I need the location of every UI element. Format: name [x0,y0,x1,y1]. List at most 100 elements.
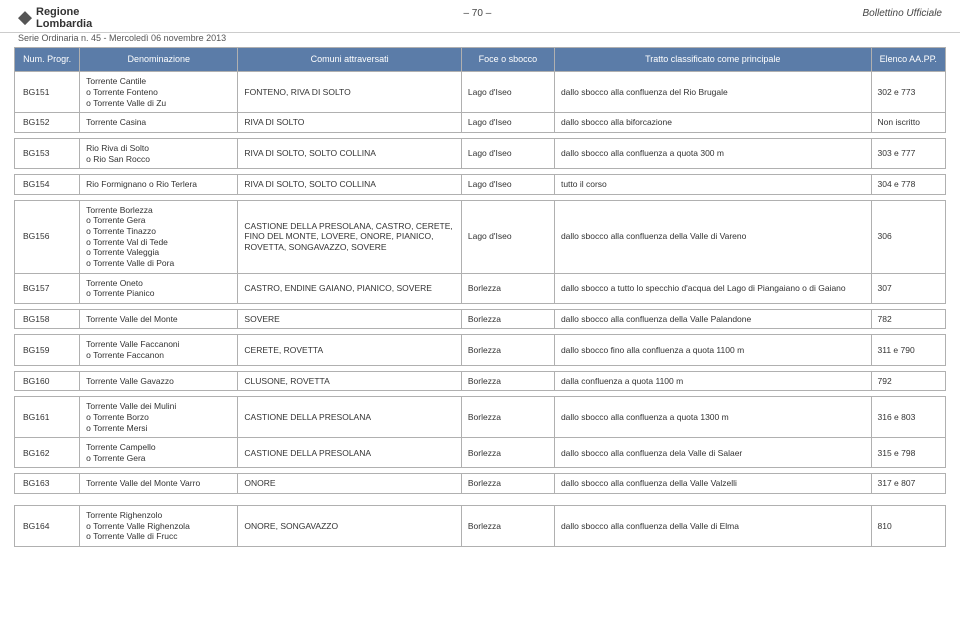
header-left: Regione Lombardia [18,6,92,30]
logo-icon [18,11,32,25]
page-number: – 70 – [463,6,491,19]
cell-num: BG151 [15,72,80,113]
cell-foce: Borlezza [461,506,554,547]
cell-denom: Torrente Valle Gavazzo [80,371,238,391]
cell-elenco: 307 [871,273,946,303]
cell-comuni: RIVA DI SOLTO, SOLTO COLLINA [238,175,461,195]
cell-elenco: 792 [871,371,946,391]
cell-denom: Torrente Cantileo Torrente Fontenoo Torr… [80,72,238,113]
cell-comuni: CASTIONE DELLA PRESOLANA [238,438,461,468]
col-header-denom: Denominazione [80,48,238,72]
cell-comuni: ONORE, SONGAVAZZO [238,506,461,547]
cell-denom: Rio Riva di Soltoo Rio San Rocco [80,138,238,168]
table-row: BG152Torrente CasinaRIVA DI SOLTOLago d'… [15,113,946,133]
cell-num: BG161 [15,397,80,438]
cell-tratto: dallo sbocco alla confluenza del Rio Bru… [554,72,871,113]
col-header-tratto: Tratto classificato come principale [554,48,871,72]
table-row: BG164Torrente Righenzoloo Torrente Valle… [15,506,946,547]
cell-num: BG160 [15,371,80,391]
logo-line1: Regione [36,6,92,18]
cell-elenco: Non iscritto [871,113,946,133]
cell-elenco: 306 [871,200,946,273]
table-row: BG159Torrente Valle Faccanonio Torrente … [15,335,946,365]
cell-foce: Borlezza [461,397,554,438]
table-row: BG154Rio Formignano o Rio TerleraRIVA DI… [15,175,946,195]
cell-foce: Lago d'Iseo [461,200,554,273]
cell-tratto: dallo sbocco alla confluenza a quota 300… [554,138,871,168]
cell-foce: Lago d'Iseo [461,72,554,113]
cell-comuni: SOVERE [238,309,461,329]
cell-elenco: 315 e 798 [871,438,946,468]
cell-denom: Torrente Casina [80,113,238,133]
cell-foce: Borlezza [461,438,554,468]
table-row: BG156Torrente Borlezzao Torrente Gerao T… [15,200,946,273]
cell-foce: Borlezza [461,309,554,329]
logo-block: Regione Lombardia [18,6,92,30]
cell-denom: Torrente Campelloo Torrente Gera [80,438,238,468]
cell-num: BG158 [15,309,80,329]
cell-foce: Borlezza [461,371,554,391]
table-row: BG158Torrente Valle del MonteSOVEREBorle… [15,309,946,329]
col-header-num: Num. Progr. [15,48,80,72]
cell-num: BG163 [15,474,80,494]
cell-denom: Torrente Valle del Monte Varro [80,474,238,494]
page-header: Regione Lombardia – 70 – Bollettino Uffi… [0,0,960,33]
cell-tratto: dallo sbocco a tutto lo specchio d'acqua… [554,273,871,303]
cell-foce: Lago d'Iseo [461,175,554,195]
cell-elenco: 302 e 773 [871,72,946,113]
col-header-comuni: Comuni attraversati [238,48,461,72]
cell-denom: Torrente Valle Faccanonio Torrente Facca… [80,335,238,365]
cell-elenco: 316 e 803 [871,397,946,438]
cell-tratto: dallo sbocco alla confluenza della Valle… [554,506,871,547]
cell-elenco: 304 e 778 [871,175,946,195]
cell-foce: Lago d'Iseo [461,138,554,168]
table-row: BG163Torrente Valle del Monte VarroONORE… [15,474,946,494]
cell-elenco: 810 [871,506,946,547]
cell-foce: Borlezza [461,335,554,365]
logo-text-wrap: Regione Lombardia [36,6,92,30]
table-row: BG157Torrente Onetoo Torrente PianicoCAS… [15,273,946,303]
cell-num: BG164 [15,506,80,547]
logo-line2: Lombardia [36,18,92,30]
cell-tratto: dalla confluenza a quota 1100 m [554,371,871,391]
cell-comuni: CERETE, ROVETTA [238,335,461,365]
cell-tratto: dallo sbocco alla confluenza della Valle… [554,309,871,329]
cell-denom: Torrente Righenzoloo Torrente Valle Righ… [80,506,238,547]
cell-num: BG159 [15,335,80,365]
cell-denom: Torrente Borlezzao Torrente Gerao Torren… [80,200,238,273]
table-row: BG153Rio Riva di Soltoo Rio San RoccoRIV… [15,138,946,168]
col-header-foce: Foce o sbocco [461,48,554,72]
cell-num: BG153 [15,138,80,168]
cell-tratto: dallo sbocco alla confluenza a quota 130… [554,397,871,438]
col-header-elenco: Elenco AA.PP. [871,48,946,72]
cell-tratto: dallo sbocco alla confluenza della Valle… [554,474,871,494]
cell-foce: Borlezza [461,474,554,494]
cell-denom: Torrente Valle del Monte [80,309,238,329]
series-subheader: Serie Ordinaria n. 45 - Mercoledì 06 nov… [0,33,960,43]
cell-num: BG162 [15,438,80,468]
cell-tratto: dallo sbocco alla confluenza dela Valle … [554,438,871,468]
cell-tratto: dallo sbocco fino alla confluenza a quot… [554,335,871,365]
cell-comuni: ONORE [238,474,461,494]
cell-comuni: CASTIONE DELLA PRESOLANA [238,397,461,438]
bulletin-title: Bollettino Ufficiale [863,6,942,19]
cell-num: BG152 [15,113,80,133]
cell-tratto: dallo sbocco alla biforcazione [554,113,871,133]
cell-elenco: 303 e 777 [871,138,946,168]
table-body: BG151Torrente Cantileo Torrente Fontenoo… [15,72,946,547]
table-row: BG160Torrente Valle GavazzoCLUSONE, ROVE… [15,371,946,391]
table-row: BG151Torrente Cantileo Torrente Fontenoo… [15,72,946,113]
cell-comuni: CLUSONE, ROVETTA [238,371,461,391]
table-row: BG162Torrente Campelloo Torrente GeraCAS… [15,438,946,468]
header-row: Num. Progr. Denominazione Comuni attrave… [15,48,946,72]
cell-elenco: 311 e 790 [871,335,946,365]
cell-foce: Lago d'Iseo [461,113,554,133]
cell-comuni: FONTENO, RIVA DI SOLTO [238,72,461,113]
table-wrap: Num. Progr. Denominazione Comuni attrave… [0,47,960,547]
cell-comuni: CASTIONE DELLA PRESOLANA, CASTRO, CERETE… [238,200,461,273]
cell-elenco: 782 [871,309,946,329]
table-row: BG161Torrente Valle dei Mulinio Torrente… [15,397,946,438]
cell-num: BG157 [15,273,80,303]
cell-denom: Torrente Valle dei Mulinio Torrente Borz… [80,397,238,438]
cell-denom: Rio Formignano o Rio Terlera [80,175,238,195]
